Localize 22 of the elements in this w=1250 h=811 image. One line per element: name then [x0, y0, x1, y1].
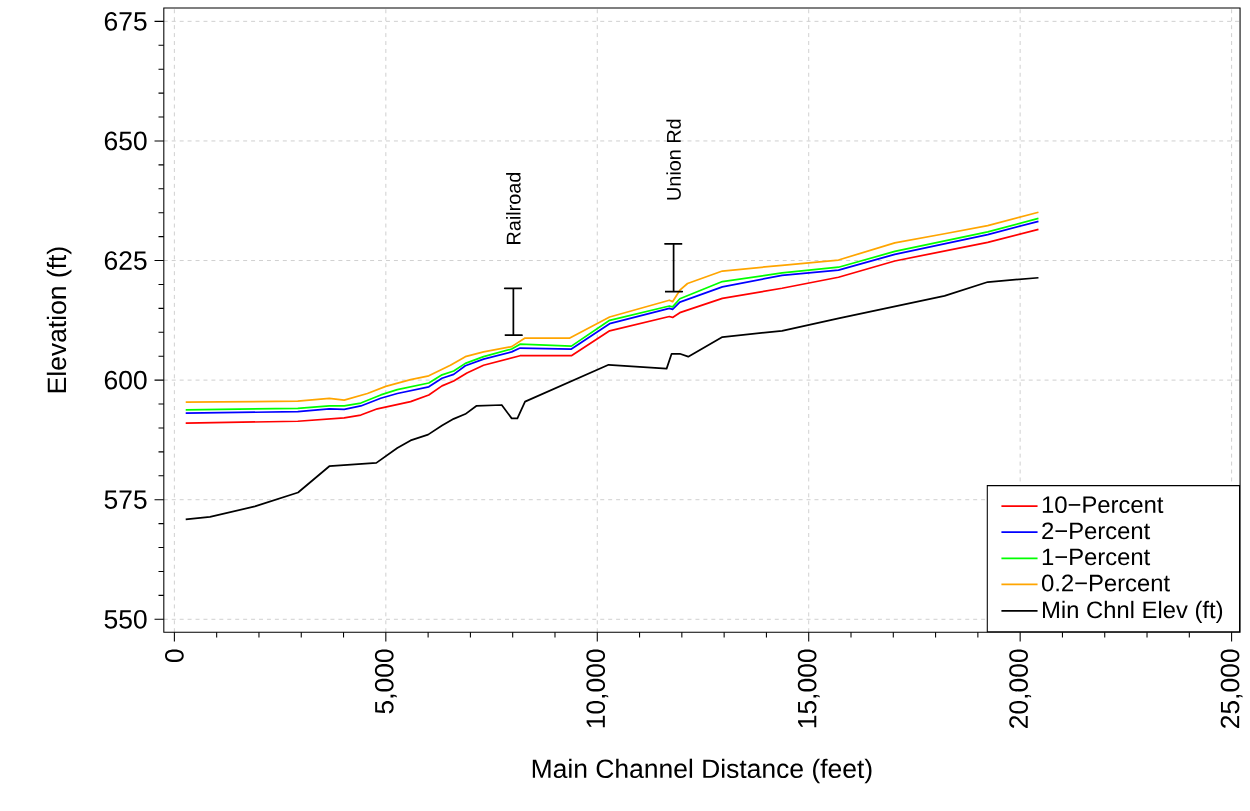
x-tick-label: 10,000 — [586, 649, 609, 728]
legend-label: 1−Percent — [1042, 548, 1151, 566]
annotation: Railroad — [506, 172, 521, 244]
x-tick-label: 0 — [165, 649, 184, 662]
x-tick-label: 15,000 — [797, 649, 820, 728]
y-tick-label: 575 — [104, 490, 147, 509]
legend-label: Min Chnl Elev (ft) — [1043, 600, 1223, 623]
x-axis-title: Main Channel Distance (feet) — [532, 758, 872, 784]
x-tick-label: 25,000 — [1220, 649, 1243, 728]
y-tick-label: 550 — [104, 609, 147, 629]
y-tick-label: 675 — [104, 11, 147, 31]
y-tick-label: 600 — [104, 370, 147, 390]
y-tick-label: 650 — [104, 131, 147, 151]
y-axis-title: Elevation (ft) — [46, 247, 72, 392]
y-tick-label: 625 — [104, 250, 147, 270]
x-tick-label: 5,000 — [374, 649, 397, 714]
legend-label: 2−Percent — [1042, 522, 1151, 540]
x-tick-label: 20,000 — [1009, 649, 1032, 728]
line-series — [184, 276, 1040, 520]
legend-label: 0.2−Percent — [1041, 574, 1170, 592]
annotation: Union Rd — [666, 119, 681, 200]
legend-label: 10−Percent — [1042, 496, 1164, 513]
